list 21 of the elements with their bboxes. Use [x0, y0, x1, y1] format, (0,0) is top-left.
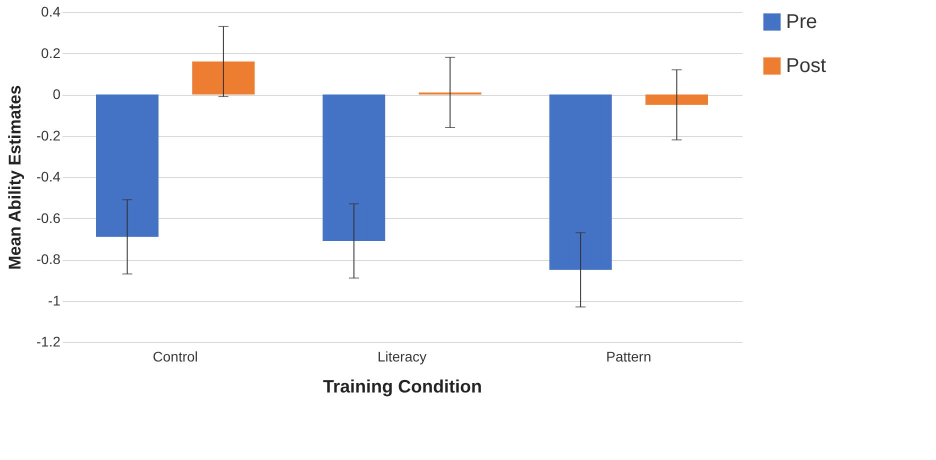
- legend-label: Post: [786, 55, 826, 77]
- x-axis-title: Training Condition: [323, 376, 482, 396]
- bar: [549, 94, 612, 270]
- x-tick-label: Literacy: [377, 348, 427, 364]
- bar: [645, 94, 708, 105]
- y-tick-label: 0.2: [41, 44, 61, 61]
- y-tick-label: 0.4: [41, 4, 61, 20]
- x-tick-label: Control: [152, 348, 198, 364]
- bar: [192, 62, 255, 94]
- legend-label: Pre: [786, 11, 818, 33]
- y-tick-label: -0.2: [36, 127, 61, 144]
- y-tick-label: -0.6: [36, 210, 61, 226]
- y-tick-label: -1: [48, 292, 61, 308]
- y-axis-title: Mean Ability Estimates: [5, 85, 24, 270]
- bar: [96, 94, 159, 237]
- bar: [322, 94, 386, 241]
- y-tick-label: -0.8: [36, 251, 61, 267]
- x-tick-label: Pattern: [606, 348, 652, 364]
- y-tick-label: -0.4: [36, 168, 61, 184]
- y-tick-label: 0: [52, 86, 61, 102]
- y-tick-label: -1.2: [36, 334, 61, 350]
